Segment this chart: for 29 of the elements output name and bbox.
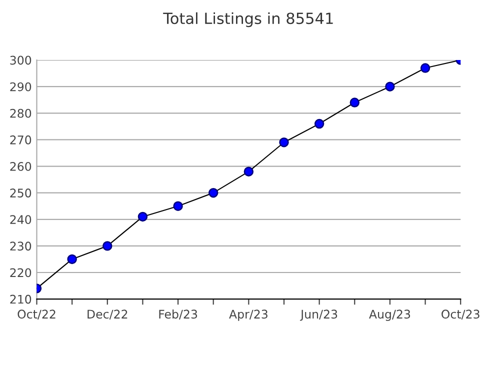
y-tick-label: 220 — [10, 268, 32, 278]
y-tick-label: 270 — [10, 135, 32, 144]
x-tick-label: Oct/23 — [442, 310, 480, 320]
point — [244, 166, 254, 176]
point — [138, 212, 148, 222]
x-tick-label: Feb/23 — [159, 309, 198, 320]
x-tick-label: Oct/22 — [18, 310, 56, 320]
x-tick-label: Apr/23 — [229, 310, 268, 321]
y-tick-label: 250 — [10, 188, 32, 198]
x-tick-label: Dec/22 — [88, 310, 128, 320]
point — [102, 241, 112, 251]
y-tick-label: 240 — [10, 215, 32, 224]
point — [67, 254, 77, 264]
y-tick-label: 300 — [10, 56, 32, 65]
point — [385, 82, 395, 92]
y-tick-label: 260 — [10, 162, 32, 171]
x-tick-label: Jun/23 — [300, 310, 338, 321]
point — [420, 63, 430, 73]
y-tick-label: 230 — [10, 242, 32, 251]
point — [173, 201, 183, 211]
y-tick-label: 290 — [10, 82, 32, 92]
y-tick-label: 210 — [10, 294, 32, 304]
point — [350, 98, 360, 108]
chart-title: Total Listings in 85541 — [163, 12, 333, 28]
point — [208, 188, 218, 198]
y-tick-label: 280 — [10, 108, 32, 118]
point — [279, 138, 289, 148]
x-tick-label: Aug/23 — [369, 310, 410, 321]
point — [314, 118, 324, 129]
